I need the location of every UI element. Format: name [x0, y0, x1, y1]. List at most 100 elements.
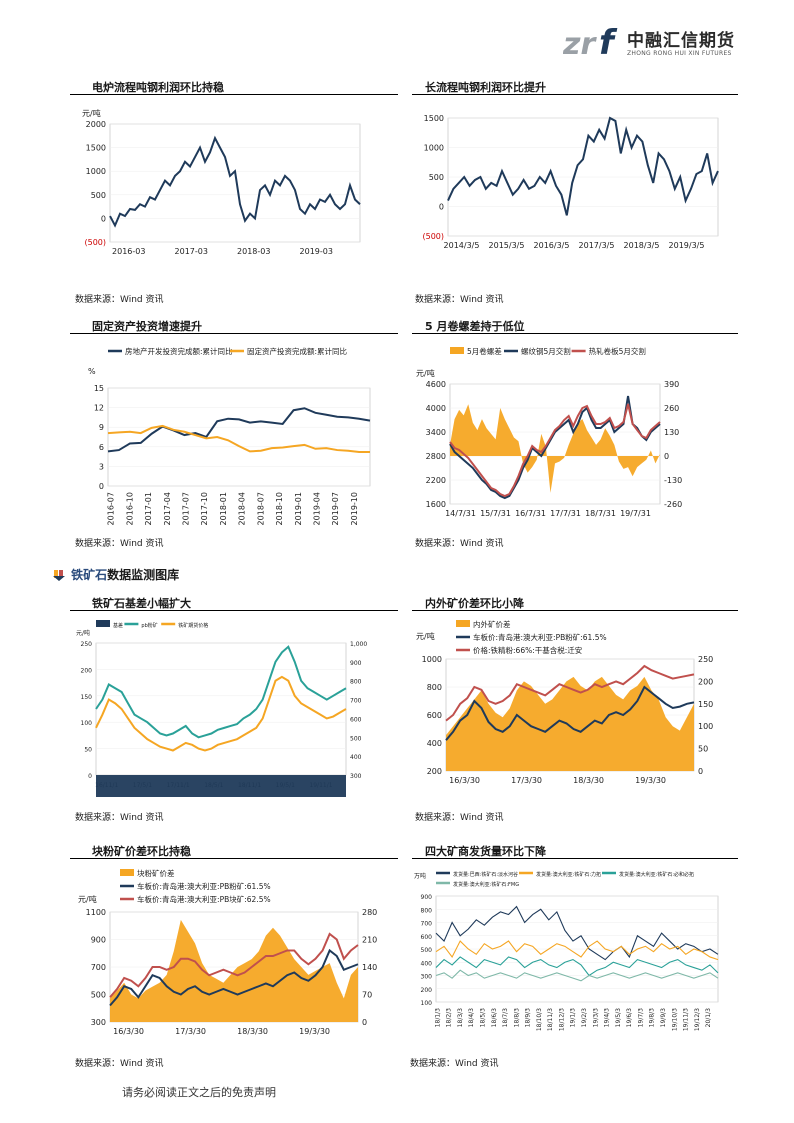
source-note-6: 数据来源：Wind 资讯 [415, 813, 504, 823]
x-tick-label: 16/3/30 [113, 1027, 144, 1036]
legend-label: 发货量:澳大利亚:铁矿石:FMG [453, 881, 519, 888]
y2-tick-label: 200 [698, 677, 713, 686]
y-tick-label: 2000 [86, 120, 106, 129]
y-tick-label: 6 [99, 443, 104, 452]
y-axis-unit-label: 元/吨 [82, 108, 101, 118]
x-tick-label: 2019-03 [300, 247, 333, 256]
x-tick-label: 18/5/3 [480, 1008, 487, 1027]
panel-rule-7 [70, 858, 398, 859]
logo-mark: zr f [563, 23, 618, 62]
y2-tick-label: 100 [698, 722, 713, 731]
y-tick-label: 4000 [426, 404, 446, 413]
y2-tick-label: 900 [350, 660, 362, 667]
x-tick-label: 2017-10 [200, 492, 209, 525]
y-tick-label: 300 [91, 1018, 106, 1027]
x-tick-label: 2015/3/5 [489, 241, 525, 250]
legend-label: 内外矿价差 [473, 619, 511, 629]
chart-hc-rebar-spread: 元/吨 4600 4000 3400 2800 2200 1600 390 260 130 0 -13… [416, 346, 682, 518]
y-tick-label: 100 [81, 720, 93, 727]
x-tick-label: 2019-10 [350, 492, 359, 525]
x-tick-label: 2016/3/5 [534, 241, 570, 250]
x-tick-label: 2018-07 [256, 492, 265, 525]
x-tick-label: 2018/3/5 [624, 241, 660, 250]
y-tick-label: 1000 [424, 144, 444, 153]
legend-label: 发货量:澳大利亚:铁矿石:必和必拓 [619, 871, 694, 878]
x-tick-label: 17/7/31 [550, 509, 581, 518]
x-tick-label: 18/1/3 [434, 1008, 441, 1027]
legend-swatch [450, 347, 464, 354]
panel-rule-2 [412, 94, 738, 95]
y-tick-label: 200 [421, 987, 433, 994]
x-tick-label: 19/7/3 [637, 1008, 644, 1027]
y-axis-unit-label: 元/吨 [416, 631, 435, 641]
y-tick-label: 1100 [86, 908, 106, 917]
x-tick-label: 2017/3/5 [579, 241, 615, 250]
y-tick-label: 500 [429, 173, 444, 182]
x-tick-label: 2016-07 [107, 492, 116, 525]
y-tick-label: 700 [91, 963, 106, 972]
y-tick-label: 500 [421, 947, 433, 954]
x-tick-label: 19/3/3 [592, 1008, 599, 1027]
y-tick-label: 100 [421, 1000, 433, 1007]
x-tick-label: 2018-10 [275, 492, 284, 525]
panel-title-1: 电炉流程吨钢利润环比持稳 [92, 81, 224, 94]
source-note-2: 数据来源：Wind 资讯 [415, 295, 504, 305]
x-tick-label: 18/3/30 [237, 1027, 268, 1036]
x-tick-label: 18/10/3 [536, 1008, 543, 1031]
y2-tick-label: 150 [698, 700, 713, 709]
y-tick-label: 2200 [426, 476, 446, 485]
legend-label: pb粉矿 [141, 622, 157, 629]
x-tick-label: 2019-01 [294, 492, 303, 525]
series-line [107, 407, 371, 453]
x-tick-label: 2019-07 [331, 492, 340, 525]
series-line [109, 932, 359, 998]
y-axis-unit-label: 万吨 [414, 872, 426, 880]
x-tick-label: 18/7/31 [585, 509, 616, 518]
series-area [446, 676, 694, 771]
x-tick-label: 2016-10 [125, 492, 134, 525]
x-tick-label: 18/9/3 [525, 1008, 532, 1027]
y2-tick-label: 500 [350, 735, 362, 742]
x-tick-label: 18/3/3 [457, 1008, 464, 1027]
svg-text:f: f [599, 23, 618, 62]
y-axis-unit-label: 元/吨 [78, 894, 97, 904]
series-line [445, 685, 695, 741]
y-tick-label: 250 [81, 641, 93, 648]
panel-title-6: 内外矿价差环比小降 [425, 597, 524, 610]
y-tick-label: 2800 [426, 452, 446, 461]
y-tick-label: 150 [81, 694, 93, 701]
y2-tick-label: 140 [362, 963, 377, 972]
y-tick-label: 3400 [426, 428, 446, 437]
x-tick-label: 19/10/3 [671, 1008, 678, 1031]
y-tick-label: 50 [84, 747, 92, 754]
y-tick-label: 500 [91, 991, 106, 1000]
x-tick-label: 19/12/3 [694, 1008, 701, 1031]
y-axis-unit-label: 元/吨 [416, 368, 435, 378]
y2-tick-label: 400 [350, 754, 362, 761]
section-title-highlight: 铁矿石 [71, 568, 108, 582]
legend-label: 车板价:青岛港:澳大利亚:PB块矿:62.5% [137, 894, 271, 904]
panel-rule-8 [412, 858, 738, 859]
y2-tick-label: 250 [698, 655, 713, 664]
series-line [435, 956, 719, 977]
plot-area [95, 642, 347, 776]
x-tick-label: 19/4/3 [604, 1008, 611, 1027]
y-tick-label: (500) [84, 238, 106, 247]
y-tick-label: 300 [421, 974, 433, 981]
panel-title-8: 四大矿商发货量环比下降 [425, 845, 546, 858]
y2-tick-label: 600 [350, 716, 362, 723]
legend-label: 车板价:青岛港:澳大利亚:PB粉矿:61.5% [473, 632, 607, 642]
y-tick-label: 1500 [424, 114, 444, 123]
series-line [435, 905, 719, 961]
legend-swatch [120, 869, 134, 876]
x-tick-label: 20/1/3 [705, 1008, 712, 1027]
logo-cn-text: 中融汇信期货 [627, 31, 735, 51]
y-tick-label: 9 [99, 423, 104, 432]
legend-label: 固定资产投资完成额:累计同比 [247, 346, 348, 356]
y-tick-label: 0 [101, 214, 106, 223]
y-tick-label: 900 [91, 936, 106, 945]
x-tick-label: 18/6/3 [491, 1008, 498, 1027]
y2-tick-label: -260 [664, 500, 682, 509]
y2-tick-label: 50 [698, 745, 708, 754]
series-line [107, 424, 370, 454]
